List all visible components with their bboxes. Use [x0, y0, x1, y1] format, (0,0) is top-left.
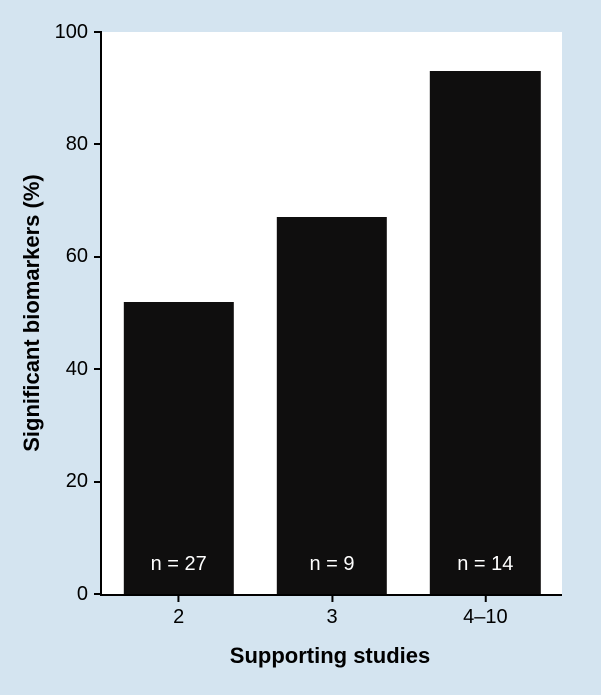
- x-tick: 3: [326, 594, 337, 629]
- bar-n-label: n = 14: [457, 553, 513, 594]
- y-tick-label: 100: [54, 21, 88, 44]
- bar: n = 14: [430, 71, 540, 594]
- y-tick-mark: [94, 481, 102, 483]
- x-tick-mark: [484, 594, 486, 602]
- y-tick-label: 60: [54, 245, 88, 268]
- y-tick-mark: [94, 256, 102, 258]
- chart-stage: 020406080100n = 272n = 93n = 144–10 Sign…: [0, 0, 601, 695]
- y-tick-mark: [94, 143, 102, 145]
- y-tick-label: 0: [54, 583, 88, 606]
- x-tick-mark: [178, 594, 180, 602]
- y-tick-label: 40: [54, 358, 88, 381]
- x-tick: 4–10: [463, 594, 508, 629]
- bar-n-label: n = 9: [309, 553, 354, 594]
- x-tick-label: 2: [173, 606, 184, 629]
- y-tick-label: 80: [54, 133, 88, 156]
- x-axis-label: Supporting studies: [230, 643, 430, 669]
- y-tick-mark: [94, 593, 102, 595]
- plot-area: 020406080100n = 272n = 93n = 144–10: [100, 32, 562, 596]
- x-tick-mark: [331, 594, 333, 602]
- bar-n-label: n = 27: [151, 553, 207, 594]
- bar: n = 27: [123, 302, 233, 594]
- x-tick-label: 4–10: [463, 606, 508, 629]
- y-tick-mark: [94, 368, 102, 370]
- x-tick-label: 3: [326, 606, 337, 629]
- y-tick-label: 20: [54, 470, 88, 493]
- y-tick-mark: [94, 31, 102, 33]
- bar: n = 9: [277, 217, 387, 594]
- y-axis-label: Significant biomarkers (%): [19, 174, 45, 452]
- x-tick: 2: [173, 594, 184, 629]
